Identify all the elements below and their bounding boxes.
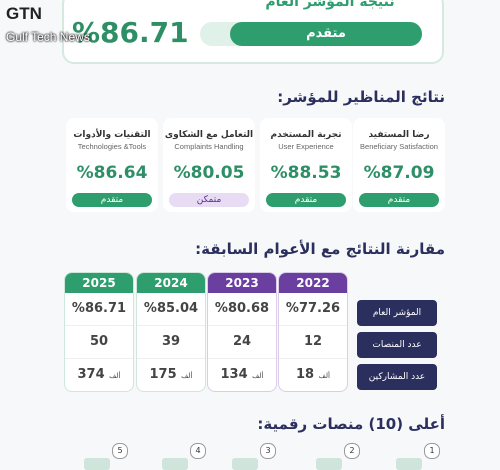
year-header: 2024 xyxy=(137,273,205,293)
perspective-status: متقدم xyxy=(72,193,152,207)
perspective-status: متقدم xyxy=(359,193,439,207)
perspective-title-en: Beneficiary Satisfaction xyxy=(360,142,438,151)
year-index: %80.68 xyxy=(208,293,276,326)
perspective-score: %88.53 xyxy=(270,163,342,183)
participants-value: 175 xyxy=(149,367,177,382)
watermark-name: Gulf Tech News xyxy=(6,30,90,44)
participants-unit: ألف xyxy=(318,372,330,380)
platform-logo xyxy=(396,458,422,470)
perspective-title-ar: التقنيات والأدوات xyxy=(73,130,151,140)
comparison-title: مقارنة النتائج مع الأعوام السابقة: xyxy=(195,240,445,258)
year-header: 2025 xyxy=(65,273,133,293)
row-label: عدد المنصات xyxy=(357,332,437,358)
participants-value: 374 xyxy=(77,367,105,382)
year-platforms: 39 xyxy=(137,326,205,359)
rank-badge: 5 xyxy=(112,443,128,459)
perspective-card: التقنيات والأدوات Technologies &Tools %86.… xyxy=(66,118,158,212)
overall-title: نتيجة المؤشر العام xyxy=(265,0,395,10)
year-index: %86.71 xyxy=(65,293,133,326)
perspective-title-en: User Experience xyxy=(278,142,334,151)
year-index: %77.26 xyxy=(279,293,347,326)
rank-badge: 2 xyxy=(344,443,360,459)
perspective-title-en: Technologies &Tools xyxy=(77,142,147,151)
perspective-title-en: Complaints Handling xyxy=(174,142,244,151)
row-label: عدد المشاركين xyxy=(357,364,437,390)
perspective-status: متقدم xyxy=(266,193,346,207)
participants-unit: ألف xyxy=(109,372,121,380)
year-column: 2022 %77.26 12 ألف 18 xyxy=(278,272,348,392)
year-participants: ألف 175 xyxy=(137,359,205,391)
rank-badge: 3 xyxy=(260,443,276,459)
perspective-score: %87.09 xyxy=(363,163,435,183)
perspective-status: متمكن xyxy=(169,193,249,207)
year-header: 2022 xyxy=(279,273,347,293)
perspective-title-ar: رضا المستفيد xyxy=(368,130,430,140)
year-column: 2024 %85.04 39 ألف 175 xyxy=(136,272,206,392)
perspective-card: رضا المستفيد Beneficiary Satisfaction %87.… xyxy=(353,118,445,212)
rank-badge: 1 xyxy=(424,443,440,459)
platform-logo xyxy=(162,458,188,470)
perspective-title-ar: تجربة المستخدم xyxy=(270,130,342,140)
perspective-score: %86.64 xyxy=(76,163,148,183)
row-label: المؤشر العام xyxy=(357,300,437,326)
year-column: 2025 %86.71 50 ألف 374 xyxy=(64,272,134,392)
year-participants: ألف 374 xyxy=(65,359,133,391)
platform-logo xyxy=(316,458,342,470)
year-platforms: 24 xyxy=(208,326,276,359)
overall-status: متقدم xyxy=(230,22,422,46)
year-platforms: 50 xyxy=(65,326,133,359)
year-index: %85.04 xyxy=(137,293,205,326)
participants-value: 18 xyxy=(296,367,315,382)
participants-unit: ألف xyxy=(181,372,193,380)
year-participants: ألف 18 xyxy=(279,359,347,391)
perspective-score: %80.05 xyxy=(173,163,245,183)
year-column: 2023 %80.68 24 ألف 134 xyxy=(207,272,277,392)
platform-logo xyxy=(84,458,110,470)
participants-unit: ألف xyxy=(252,372,264,380)
year-header: 2023 xyxy=(208,273,276,293)
participants-value: 134 xyxy=(220,367,248,382)
overall-score: %86.71 xyxy=(72,16,189,49)
rank-badge: 4 xyxy=(190,443,206,459)
platform-logo xyxy=(232,458,258,470)
perspective-title-ar: التعامل مع الشكاوى xyxy=(164,130,254,140)
perspective-card: تجربة المستخدم User Experience %88.53 متقدم xyxy=(260,118,352,212)
year-platforms: 12 xyxy=(279,326,347,359)
perspective-card: التعامل مع الشكاوى Complaints Handling %80… xyxy=(163,118,255,212)
top-platforms-title: أعلى (10) منصات رقمية: xyxy=(257,415,445,433)
year-participants: ألف 134 xyxy=(208,359,276,391)
watermark-brand: GTN xyxy=(6,4,42,23)
perspectives-title: نتائج المناظير للمؤشر: xyxy=(277,88,445,106)
